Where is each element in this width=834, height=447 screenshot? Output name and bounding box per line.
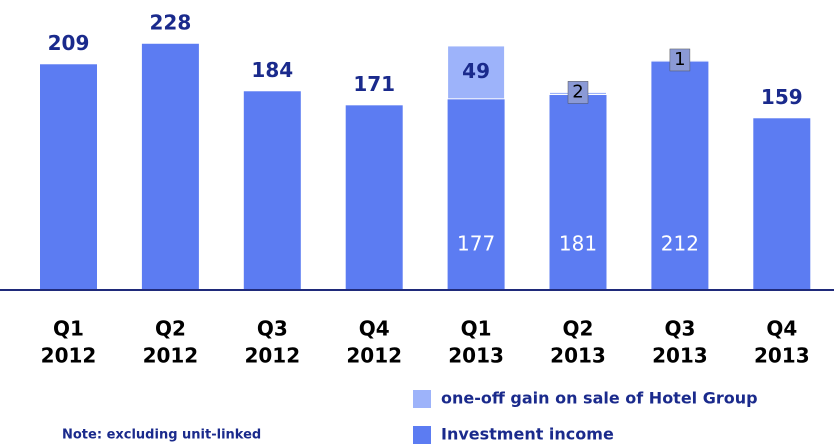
x-tick-label: Q2	[155, 317, 186, 341]
legend-swatch	[413, 426, 431, 444]
label-box	[567, 81, 589, 104]
x-tick-label: Q1	[53, 317, 84, 341]
legend-label: one-off gain on sale of Hotel Group	[441, 389, 758, 408]
bar-segment	[345, 105, 403, 290]
x-tick-label: Q4	[766, 317, 797, 341]
data-label: 49	[462, 59, 490, 83]
legend-label: Investment income	[441, 425, 614, 444]
x-tick-label: 2012	[143, 344, 199, 368]
bar-segment	[243, 91, 301, 290]
x-tick-label: 2012	[41, 344, 97, 368]
data-label: 2	[572, 81, 583, 102]
x-tick-label: 2013	[448, 344, 504, 368]
data-label: 228	[150, 10, 192, 34]
data-label: 159	[761, 85, 803, 109]
bar-segment	[447, 45, 506, 100]
label-box	[669, 48, 691, 72]
data-label: 181	[559, 232, 597, 256]
bar-segment	[753, 118, 811, 290]
x-tick-label: Q1	[461, 317, 492, 341]
bar-segment	[549, 94, 607, 291]
data-label: 184	[251, 58, 293, 82]
bar-segment	[651, 61, 709, 290]
x-tick-label: Q4	[359, 317, 390, 341]
note: Note: excluding unit-linked	[62, 428, 261, 443]
x-tick-label: 2013	[754, 344, 810, 368]
x-tick-label: 2012	[346, 344, 402, 368]
x-tick-label: Q3	[257, 317, 288, 341]
x-tick-label: Q3	[664, 317, 695, 341]
data-label: 212	[661, 232, 699, 256]
legend-swatch	[413, 390, 431, 408]
bar-segment	[40, 64, 97, 290]
bar-segment	[447, 98, 505, 290]
data-label: 177	[457, 232, 495, 256]
data-label: 1	[674, 49, 685, 70]
x-tick-label: Q2	[563, 317, 594, 341]
data-label: 171	[353, 72, 395, 96]
x-tick-label: 2013	[550, 344, 606, 368]
bar-segment	[141, 43, 199, 291]
x-tick-label: 2012	[244, 344, 300, 368]
data-label: 209	[48, 31, 90, 55]
x-tick-label: 2013	[652, 344, 708, 368]
